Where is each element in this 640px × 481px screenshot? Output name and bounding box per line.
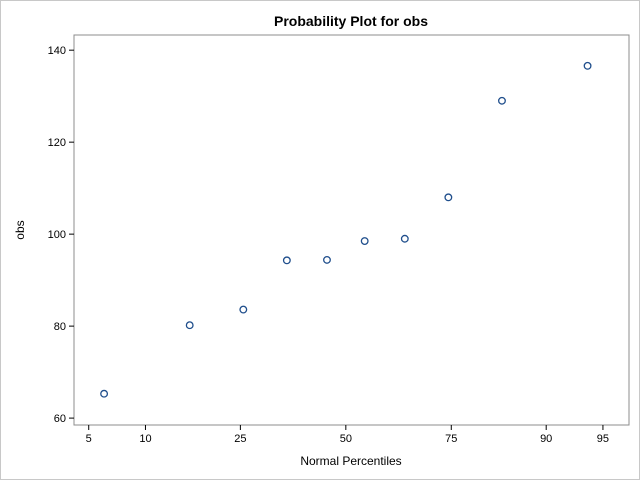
y-tick-label: 60	[54, 413, 66, 425]
x-tick-label: 50	[340, 433, 352, 445]
x-tick-label: 25	[234, 433, 246, 445]
y-tick-label: 120	[48, 137, 66, 149]
x-tick-label: 95	[597, 433, 609, 445]
y-axis: 60 80 100 120 140	[48, 45, 74, 425]
data-point	[185, 321, 194, 330]
x-tick-label: 75	[445, 433, 457, 445]
x-tick-label: 10	[139, 433, 151, 445]
chart-title: Probability Plot for obs	[274, 13, 428, 29]
data-point	[239, 305, 248, 314]
x-axis-label: Normal Percentiles	[300, 454, 401, 468]
data-point	[323, 255, 331, 264]
data-point	[400, 234, 409, 243]
data-points	[100, 61, 592, 398]
data-point	[360, 237, 369, 245]
data-point	[100, 389, 109, 398]
plot-area-border	[73, 34, 630, 426]
y-tick-label: 140	[48, 45, 66, 57]
data-point	[583, 61, 592, 70]
y-axis-label: obs	[13, 220, 27, 239]
x-tick-label: 5	[86, 433, 92, 445]
data-point	[444, 193, 453, 202]
x-axis: 5 10 25 50 75 90 95	[86, 425, 609, 445]
data-point	[282, 256, 291, 265]
y-tick-label: 100	[48, 229, 66, 241]
x-tick-label: 90	[540, 433, 552, 445]
data-point	[498, 96, 506, 105]
y-tick-label: 80	[54, 321, 66, 333]
